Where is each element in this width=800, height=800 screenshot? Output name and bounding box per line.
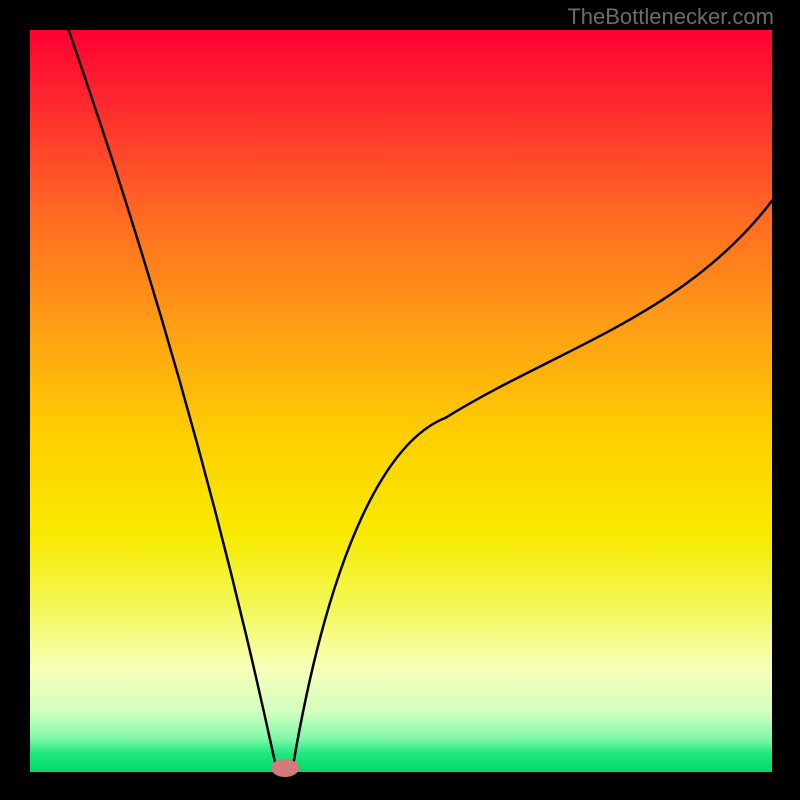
optimal-point-marker — [271, 759, 299, 777]
chart-container: TheBottlenecker.com — [0, 0, 800, 800]
bottleneck-chart — [30, 30, 772, 772]
chart-background — [30, 30, 772, 772]
watermark-text: TheBottlenecker.com — [567, 4, 774, 30]
